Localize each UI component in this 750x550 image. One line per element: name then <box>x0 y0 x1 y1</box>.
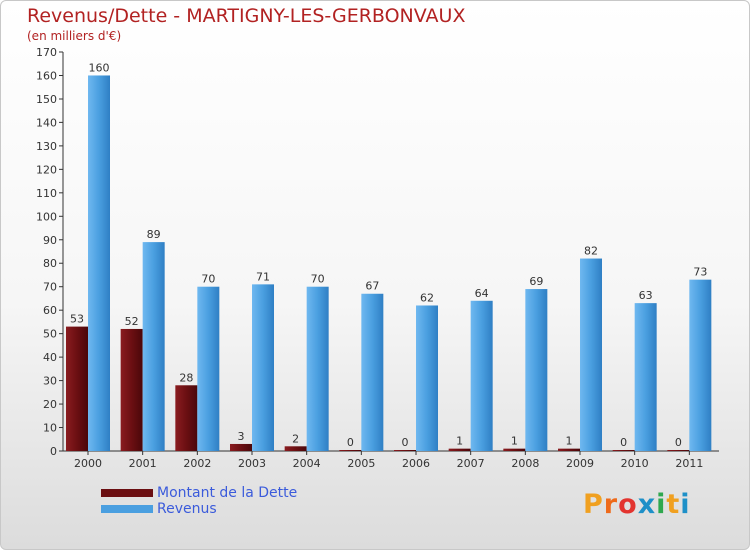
bar-revenus-2005 <box>361 293 384 451</box>
bar-revenus-2004 <box>306 286 329 451</box>
y-tick-label: 50 <box>43 328 57 341</box>
data-label-dette-2001: 52 <box>125 315 139 328</box>
bar-dette-2011 <box>667 450 690 451</box>
bar-revenus-2011 <box>689 279 712 451</box>
data-label-dette-2002: 28 <box>179 371 193 384</box>
bar-revenus-2009 <box>580 258 602 451</box>
proxiti-logo: Proxiti <box>583 489 691 520</box>
x-tick-label-2004: 2004 <box>293 457 321 470</box>
legend-swatch-revenus <box>101 505 153 513</box>
y-tick-label: 10 <box>43 422 57 435</box>
x-tick-label-2008: 2008 <box>511 457 539 470</box>
data-label-revenus-2005: 67 <box>365 280 379 293</box>
data-label-revenus-2002: 70 <box>201 273 215 286</box>
x-tick-label-2005: 2005 <box>347 457 375 470</box>
data-label-revenus-2004: 70 <box>311 273 325 286</box>
x-tick-label-2006: 2006 <box>402 457 430 470</box>
data-label-dette-2004: 2 <box>292 432 299 445</box>
data-label-revenus-2000: 160 <box>89 61 110 74</box>
legend-label-dette: Montant de la Dette <box>157 485 298 501</box>
bar-dette-2001 <box>120 328 143 451</box>
bar-revenus-2003 <box>252 284 274 451</box>
x-tick-label-2000: 2000 <box>74 457 102 470</box>
bar-dette-2000 <box>66 326 88 451</box>
data-label-revenus-2008: 69 <box>529 275 543 288</box>
y-tick-label: 0 <box>50 445 57 458</box>
x-tick-label-2010: 2010 <box>621 457 649 470</box>
bar-revenus-2008 <box>525 289 548 451</box>
x-tick-label-2003: 2003 <box>238 457 266 470</box>
y-tick-label: 70 <box>43 281 57 294</box>
y-tick-label: 60 <box>43 304 57 317</box>
data-label-dette-2000: 53 <box>70 313 84 326</box>
data-label-dette-2006: 0 <box>402 436 409 449</box>
data-label-dette-2008: 1 <box>511 435 518 448</box>
data-label-dette-2003: 3 <box>238 430 245 443</box>
x-tick-label-2011: 2011 <box>675 457 703 470</box>
data-label-revenus-2001: 89 <box>147 228 161 241</box>
data-label-revenus-2006: 62 <box>420 291 434 304</box>
legend-swatch-dette <box>101 489 153 497</box>
bar-revenus-2002 <box>197 286 220 451</box>
y-tick-label: 150 <box>36 93 57 106</box>
data-label-dette-2009: 1 <box>566 435 573 448</box>
y-tick-label: 30 <box>43 375 57 388</box>
legend-label-revenus: Revenus <box>157 501 217 517</box>
x-tick-label-2009: 2009 <box>566 457 594 470</box>
x-tick-label-2007: 2007 <box>457 457 485 470</box>
y-tick-label: 90 <box>43 234 57 247</box>
bar-revenus-2001 <box>142 242 165 451</box>
data-label-dette-2010: 0 <box>620 436 627 449</box>
x-tick-label-2002: 2002 <box>183 457 211 470</box>
bar-dette-2005 <box>339 450 362 451</box>
y-tick-label: 100 <box>36 210 57 223</box>
bar-revenus-2007 <box>470 300 493 451</box>
y-tick-label: 20 <box>43 398 57 411</box>
y-tick-label: 170 <box>36 46 57 59</box>
bar-dette-2004 <box>284 446 307 451</box>
bar-dette-2002 <box>175 385 198 451</box>
bar-dette-2008 <box>503 448 526 451</box>
data-label-revenus-2010: 63 <box>639 289 653 302</box>
data-label-dette-2007: 1 <box>456 435 463 448</box>
data-label-revenus-2011: 73 <box>693 266 707 279</box>
y-tick-label: 140 <box>36 116 57 129</box>
bar-dette-2003 <box>230 443 252 451</box>
data-label-dette-2011: 0 <box>675 436 682 449</box>
y-tick-label: 130 <box>36 140 57 153</box>
unit-label: (en milliers d'€) <box>27 29 122 43</box>
data-label-dette-2005: 0 <box>347 436 354 449</box>
bar-revenus-2010 <box>634 303 657 451</box>
x-tick-label-2001: 2001 <box>129 457 157 470</box>
y-tick-label: 110 <box>36 187 57 200</box>
chart-title: Revenus/Dette - MARTIGNY-LES-GERBONVAUX <box>27 5 466 27</box>
bar-dette-2009 <box>558 448 580 451</box>
y-tick-label: 40 <box>43 351 57 364</box>
data-label-revenus-2003: 71 <box>256 270 270 283</box>
y-tick-label: 160 <box>36 69 57 82</box>
bar-revenus-2000 <box>88 75 110 452</box>
bar-dette-2010 <box>612 450 635 451</box>
data-label-revenus-2009: 82 <box>584 245 598 258</box>
y-tick-label: 120 <box>36 163 57 176</box>
bar-dette-2007 <box>448 448 471 451</box>
bar-revenus-2006 <box>416 305 438 451</box>
bar-dette-2006 <box>394 450 416 451</box>
data-label-revenus-2007: 64 <box>475 287 489 300</box>
y-tick-label: 80 <box>43 257 57 270</box>
